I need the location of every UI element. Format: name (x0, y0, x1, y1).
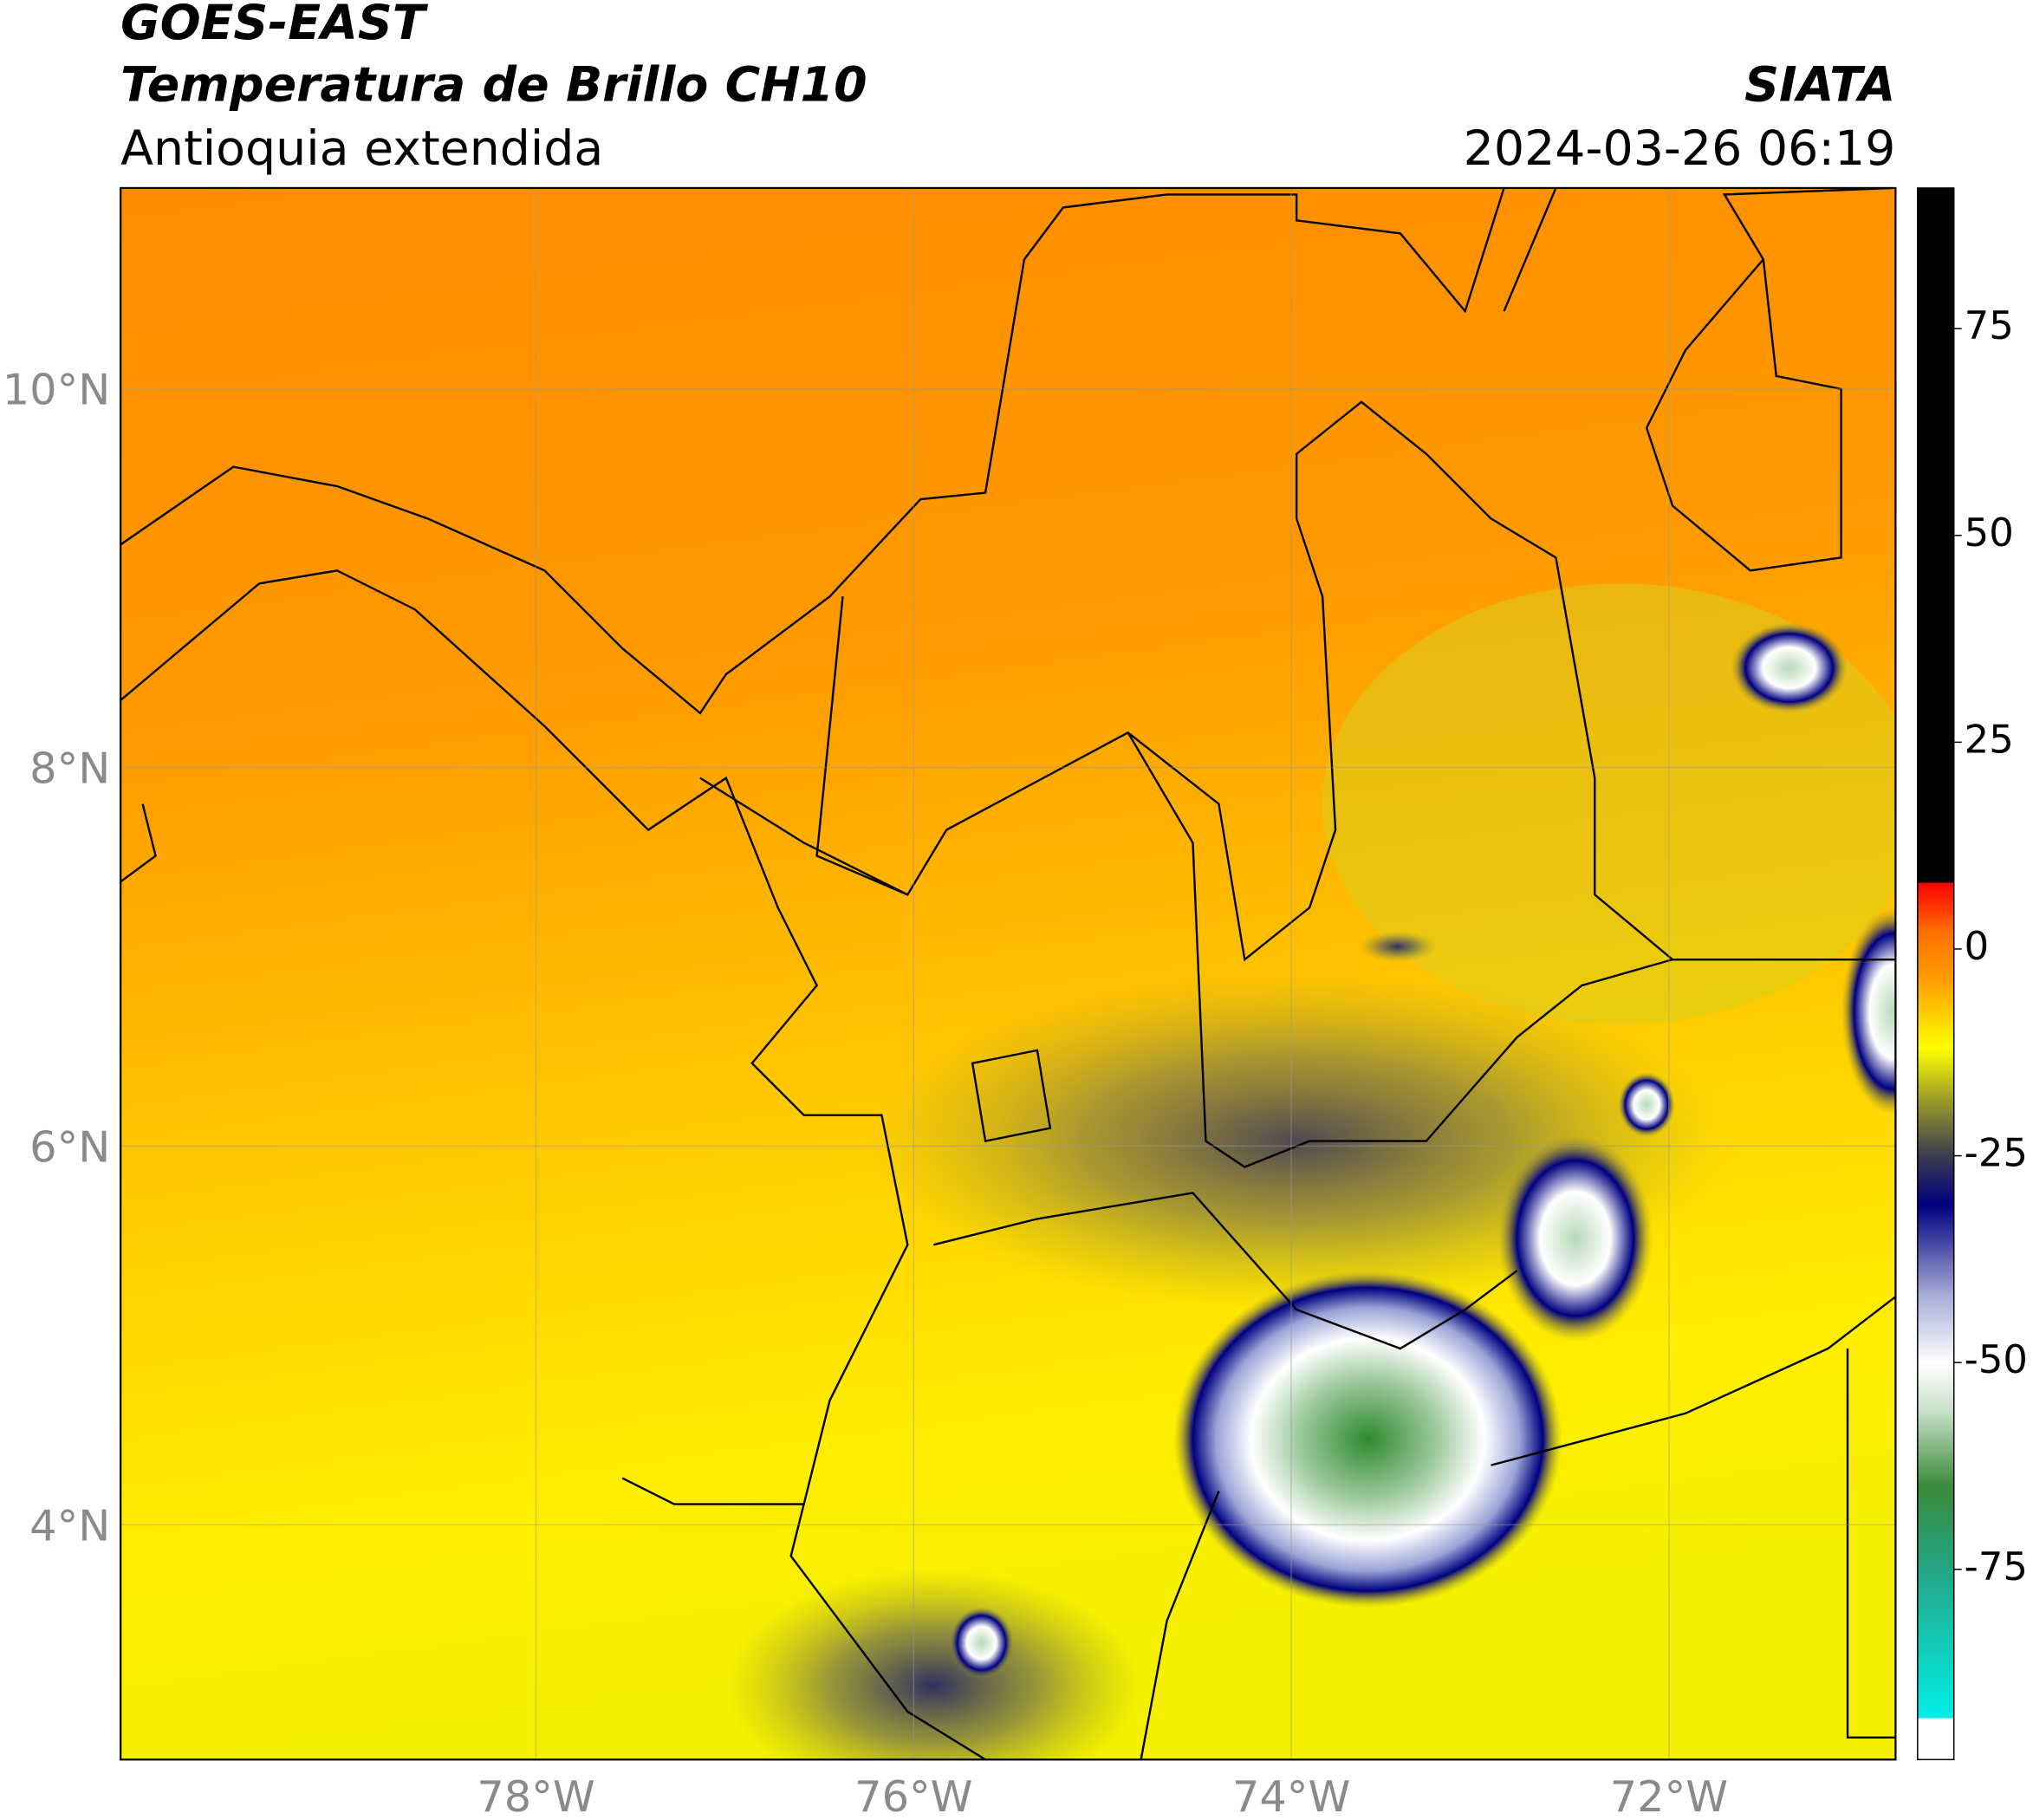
y-tick-label: 6°N (29, 1121, 110, 1172)
x-tick-label: 74°W (1232, 1771, 1350, 1820)
colorbar-tick-label: -25 (1965, 1130, 2028, 1176)
storm-cell (1173, 1271, 1562, 1609)
x-tick-label: 78°W (477, 1771, 594, 1820)
colorbar-tick-label: 75 (1965, 302, 2014, 348)
storm-cell (1731, 622, 1848, 713)
timestamp: 2024-03-26 06:19 (1464, 121, 1896, 177)
cloud-band (725, 1569, 1141, 1760)
map-frame (120, 186, 1897, 1761)
map-axes: 78°W 76°W 74°W 72°W 4°N 6°N 8°N 10°N (3, 187, 1896, 1820)
x-tick-label: 76°W (854, 1771, 972, 1820)
product-title: Temperatura de Brillo CH10 (120, 58, 867, 114)
y-tick-label: 4°N (29, 1500, 110, 1550)
source-title: SIATA (1744, 58, 1895, 114)
region-subtitle: Antioquia extendida (120, 121, 603, 177)
storm-cell (949, 1606, 1015, 1680)
cloud-cell (1358, 931, 1437, 963)
colorbar-tick-label: 25 (1965, 716, 2014, 762)
y-tick-label: 8°N (29, 743, 110, 793)
storm-cell (1497, 1134, 1653, 1342)
colorbar-tick-label: -75 (1965, 1544, 2028, 1589)
y-tick-label: 10°N (3, 364, 110, 414)
colorbar-tick-label: 0 (1965, 923, 1990, 969)
map-image (120, 187, 1896, 1760)
coastline (120, 187, 1893, 715)
satellite-title: GOES-EAST (120, 0, 429, 51)
x-tick-label: 72°W (1610, 1771, 1728, 1820)
colorbar-tick-label: -50 (1965, 1336, 2028, 1382)
colorbar-tick-label: 50 (1965, 510, 2014, 556)
colorbar (1917, 187, 1955, 1761)
admin-borders (120, 400, 1896, 1760)
storm-cell (1618, 1072, 1676, 1138)
